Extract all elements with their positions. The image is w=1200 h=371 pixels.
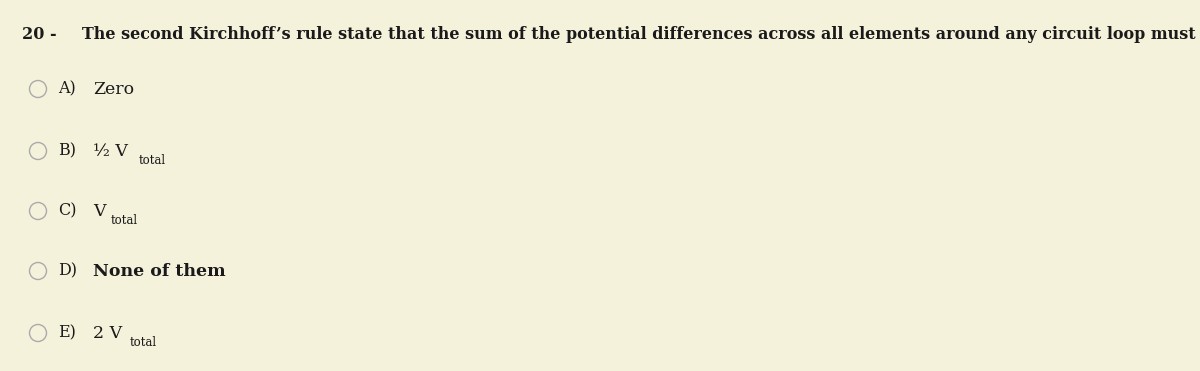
Text: ½ V: ½ V [94, 142, 128, 160]
Text: 2 V: 2 V [94, 325, 122, 341]
Text: Zero: Zero [94, 81, 134, 98]
Text: The second Kirchhoff’s rule state that the sum of the potential differences acro: The second Kirchhoff’s rule state that t… [82, 26, 1200, 43]
Text: None of them: None of them [94, 263, 226, 279]
Text: E): E) [58, 325, 76, 341]
Text: V: V [94, 203, 106, 220]
Text: A): A) [58, 81, 76, 98]
Text: D): D) [58, 263, 77, 279]
Text: total: total [139, 154, 166, 167]
Text: C): C) [58, 203, 77, 220]
Text: 20 -: 20 - [22, 26, 56, 43]
Text: total: total [130, 335, 157, 348]
Text: total: total [112, 213, 138, 227]
Text: B): B) [58, 142, 76, 160]
